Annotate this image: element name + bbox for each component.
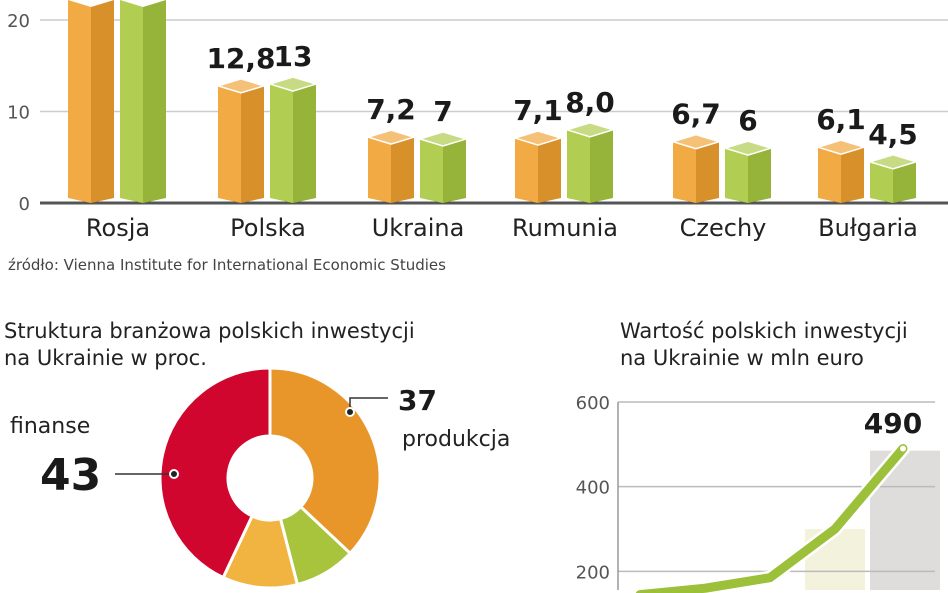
bar-top	[512, 130, 564, 146]
category-label: Polska	[230, 214, 306, 242]
leader-dot	[169, 469, 179, 479]
slice-name-label: finanse	[10, 414, 90, 439]
donut-title-line1: Struktura branżowa polskich inwestycji	[4, 319, 415, 343]
bar-face-left	[673, 141, 696, 203]
bar-value-label: 7	[433, 95, 452, 128]
category-label: Czechy	[680, 214, 767, 242]
slice-name-label: produkcja	[402, 427, 510, 452]
bar-face-right	[391, 137, 414, 203]
bar-face-right	[748, 148, 771, 203]
source-note: źródło: Vienna Institute for Internation…	[8, 256, 446, 274]
bar-top	[365, 129, 417, 145]
bar-face-right	[143, 0, 166, 203]
y-tick-label: 400	[576, 478, 610, 499]
bar-face-left	[818, 147, 841, 203]
bar-face-right	[91, 0, 114, 203]
bar-top	[417, 131, 469, 147]
bar-top	[215, 78, 267, 94]
donut-title-line2: na Ukrainie w proc.	[4, 346, 207, 370]
bar-value-label: 4,5	[868, 118, 918, 151]
line-title-line1: Wartość polskich inwestycji	[620, 319, 908, 343]
bar-face-right	[241, 85, 264, 203]
bar-value-label: 8,0	[565, 86, 615, 119]
bar-top	[564, 122, 616, 138]
bar-value-label: 6	[738, 104, 757, 137]
bar-top	[815, 139, 867, 155]
donut-slice	[158, 366, 272, 580]
bar-face-left	[567, 129, 590, 203]
y-tick-label: 0	[19, 194, 30, 215]
bar-face-left	[725, 148, 748, 203]
bar-top	[867, 154, 919, 170]
bar-value-label: 7,2	[366, 93, 416, 126]
y-tick-label: 200	[576, 562, 610, 583]
y-tick-label: 600	[576, 393, 610, 414]
slice-value-label: 43	[40, 450, 101, 501]
bar-top	[670, 133, 722, 150]
bar-face-left	[368, 137, 391, 203]
leader-dot	[345, 407, 355, 417]
bar-face-left	[120, 0, 143, 203]
end-value-label: 490	[864, 407, 922, 440]
bar-face-left	[68, 0, 91, 203]
category-label: Rosja	[86, 214, 150, 242]
line-title-line2: na Ukrainie w mln euro	[620, 346, 864, 370]
end-point-marker	[900, 445, 906, 452]
bar-value-label: 7,1	[513, 94, 563, 127]
category-label: Bułgaria	[818, 214, 918, 242]
bar-face-right	[538, 138, 561, 203]
category-label: Ukraina	[372, 214, 465, 242]
bar-top	[267, 76, 319, 92]
bar-face-right	[293, 84, 316, 203]
bar-face-left	[420, 138, 443, 203]
bar-top	[722, 140, 774, 156]
bar-face-right	[841, 147, 864, 203]
bar-value-label: 6,1	[816, 103, 866, 136]
bar-face-left	[515, 138, 538, 203]
bar-face-right	[590, 129, 613, 203]
bar-face-left	[270, 84, 293, 203]
bar-face-right	[443, 138, 466, 203]
bar-face-left	[870, 161, 893, 203]
y-tick-label: 20	[7, 11, 30, 32]
bar-value-label: 6,7	[671, 98, 721, 131]
bar-value-label: 13	[274, 40, 313, 73]
bar-face-right	[893, 161, 916, 203]
bar-face-right	[696, 141, 719, 203]
slice-value-label: 37	[398, 384, 437, 417]
y-tick-label: 10	[7, 103, 30, 124]
bar-value-label: 12,8	[206, 42, 275, 75]
bar-face-left	[218, 85, 241, 203]
category-label: Rumunia	[512, 214, 618, 242]
